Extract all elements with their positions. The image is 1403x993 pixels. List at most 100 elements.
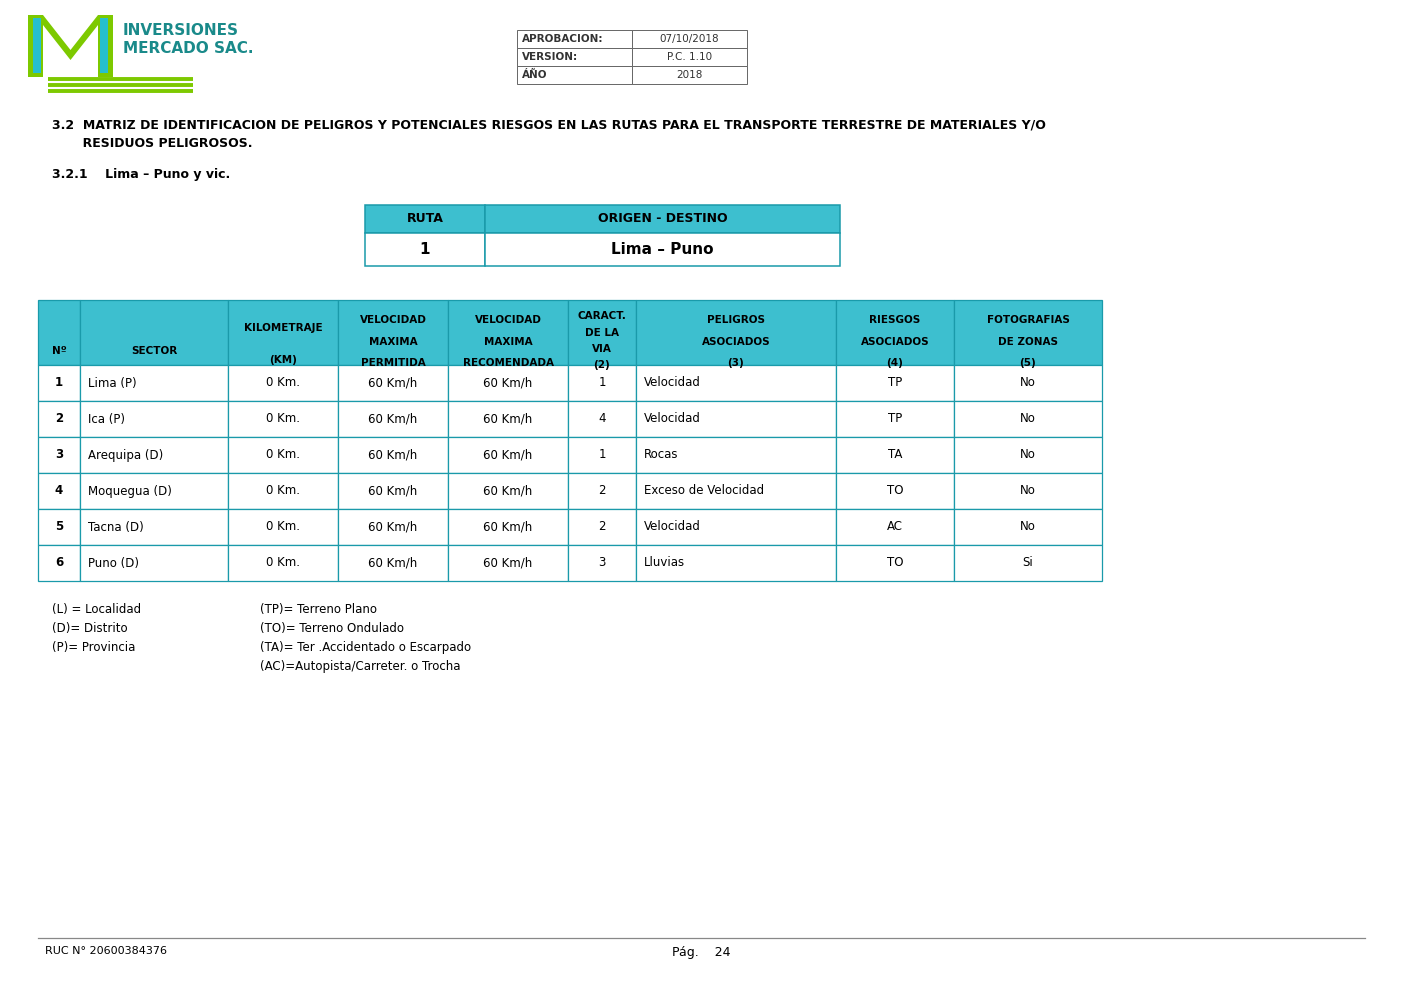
Text: Pág.    24: Pág. 24 (672, 946, 730, 959)
Text: TA: TA (888, 449, 902, 462)
Bar (338, 473, 448, 509)
Bar (80, 545, 229, 581)
Bar (636, 300, 836, 365)
Text: TP: TP (888, 412, 902, 425)
Text: 60 Km/h: 60 Km/h (369, 556, 418, 570)
Bar (80, 509, 229, 545)
Text: Velocidad: Velocidad (644, 376, 702, 389)
Text: 3.2  MATRIZ DE IDENTIFICACION DE PELIGROS Y POTENCIALES RIESGOS EN LAS RUTAS PAR: 3.2 MATRIZ DE IDENTIFICACION DE PELIGROS… (52, 118, 1045, 131)
Text: 0 Km.: 0 Km. (267, 485, 300, 497)
Bar (365, 205, 485, 233)
Text: PERMITIDA: PERMITIDA (361, 358, 425, 368)
Text: 2: 2 (598, 520, 606, 533)
Text: AC: AC (887, 520, 904, 533)
Bar (229, 365, 338, 401)
Bar (836, 473, 954, 509)
Bar (38, 509, 80, 545)
Text: (KM): (KM) (269, 355, 297, 365)
Text: Lluvias: Lluvias (644, 556, 685, 570)
Text: (2): (2) (593, 360, 610, 370)
Bar (229, 437, 338, 473)
Text: 1: 1 (598, 376, 606, 389)
Text: APROBACION:: APROBACION: (522, 34, 603, 44)
Bar (38, 401, 80, 437)
Text: FOTOGRAFIAS: FOTOGRAFIAS (986, 315, 1069, 325)
Text: 1: 1 (598, 449, 606, 462)
Text: PELIGROS: PELIGROS (707, 315, 765, 325)
Bar (485, 233, 840, 266)
Text: P.C. 1.10: P.C. 1.10 (666, 52, 713, 62)
Text: No: No (1020, 376, 1035, 389)
Text: (TO)= Terreno Ondulado: (TO)= Terreno Ondulado (260, 622, 404, 635)
Bar (568, 545, 636, 581)
Text: 1: 1 (55, 376, 63, 389)
Bar (229, 401, 338, 437)
Bar (448, 509, 568, 545)
Bar (80, 401, 229, 437)
Text: 60 Km/h: 60 Km/h (484, 520, 533, 533)
Text: No: No (1020, 449, 1035, 462)
Bar (38, 545, 80, 581)
Text: RECOMENDADA: RECOMENDADA (463, 358, 554, 368)
Text: No: No (1020, 412, 1035, 425)
Text: 4: 4 (598, 412, 606, 425)
Text: RIESGOS: RIESGOS (870, 315, 920, 325)
Bar (38, 473, 80, 509)
Bar (448, 365, 568, 401)
Text: 60 Km/h: 60 Km/h (484, 449, 533, 462)
Bar (954, 300, 1101, 365)
Text: ORIGEN - DESTINO: ORIGEN - DESTINO (598, 213, 727, 225)
Bar (38, 365, 80, 401)
Text: 60 Km/h: 60 Km/h (484, 376, 533, 389)
Bar (836, 509, 954, 545)
Text: Arequipa (D): Arequipa (D) (88, 449, 163, 462)
Text: (TA)= Ter .Accidentado o Escarpado: (TA)= Ter .Accidentado o Escarpado (260, 641, 471, 654)
Bar (229, 509, 338, 545)
Bar (338, 509, 448, 545)
Text: TO: TO (887, 485, 904, 497)
Text: INVERSIONES: INVERSIONES (123, 23, 239, 38)
Bar (954, 365, 1101, 401)
Bar (365, 233, 485, 266)
Text: ASOCIADOS: ASOCIADOS (860, 337, 929, 347)
Bar (568, 509, 636, 545)
Text: (D)= Distrito: (D)= Distrito (52, 622, 128, 635)
Bar (568, 473, 636, 509)
Bar (448, 437, 568, 473)
Bar (448, 401, 568, 437)
Text: MAXIMA: MAXIMA (484, 337, 532, 347)
Text: 1: 1 (419, 242, 431, 257)
Bar (516, 66, 631, 84)
Bar (954, 545, 1101, 581)
Text: 60 Km/h: 60 Km/h (484, 412, 533, 425)
Text: 2: 2 (598, 485, 606, 497)
Polygon shape (43, 15, 98, 60)
Text: 0 Km.: 0 Km. (267, 376, 300, 389)
Text: (5): (5) (1020, 358, 1037, 368)
Text: VELOCIDAD: VELOCIDAD (359, 315, 427, 325)
Bar (338, 365, 448, 401)
Bar (229, 473, 338, 509)
Bar (229, 300, 338, 365)
Text: (3): (3) (728, 358, 745, 368)
Text: No: No (1020, 485, 1035, 497)
Bar (568, 365, 636, 401)
Text: VELOCIDAD: VELOCIDAD (474, 315, 542, 325)
Text: RUC N° 20600384376: RUC N° 20600384376 (45, 946, 167, 956)
Bar (28, 15, 43, 77)
Bar (516, 48, 631, 66)
Bar (954, 473, 1101, 509)
Text: 4: 4 (55, 485, 63, 497)
Bar (636, 401, 836, 437)
Bar (80, 473, 229, 509)
Text: 3: 3 (55, 449, 63, 462)
Bar (38, 437, 80, 473)
Text: TP: TP (888, 376, 902, 389)
Bar (80, 365, 229, 401)
Bar (836, 401, 954, 437)
Bar (34, 18, 41, 73)
Bar (836, 437, 954, 473)
Bar (338, 437, 448, 473)
Text: (4): (4) (887, 358, 904, 368)
Text: 60 Km/h: 60 Km/h (369, 449, 418, 462)
